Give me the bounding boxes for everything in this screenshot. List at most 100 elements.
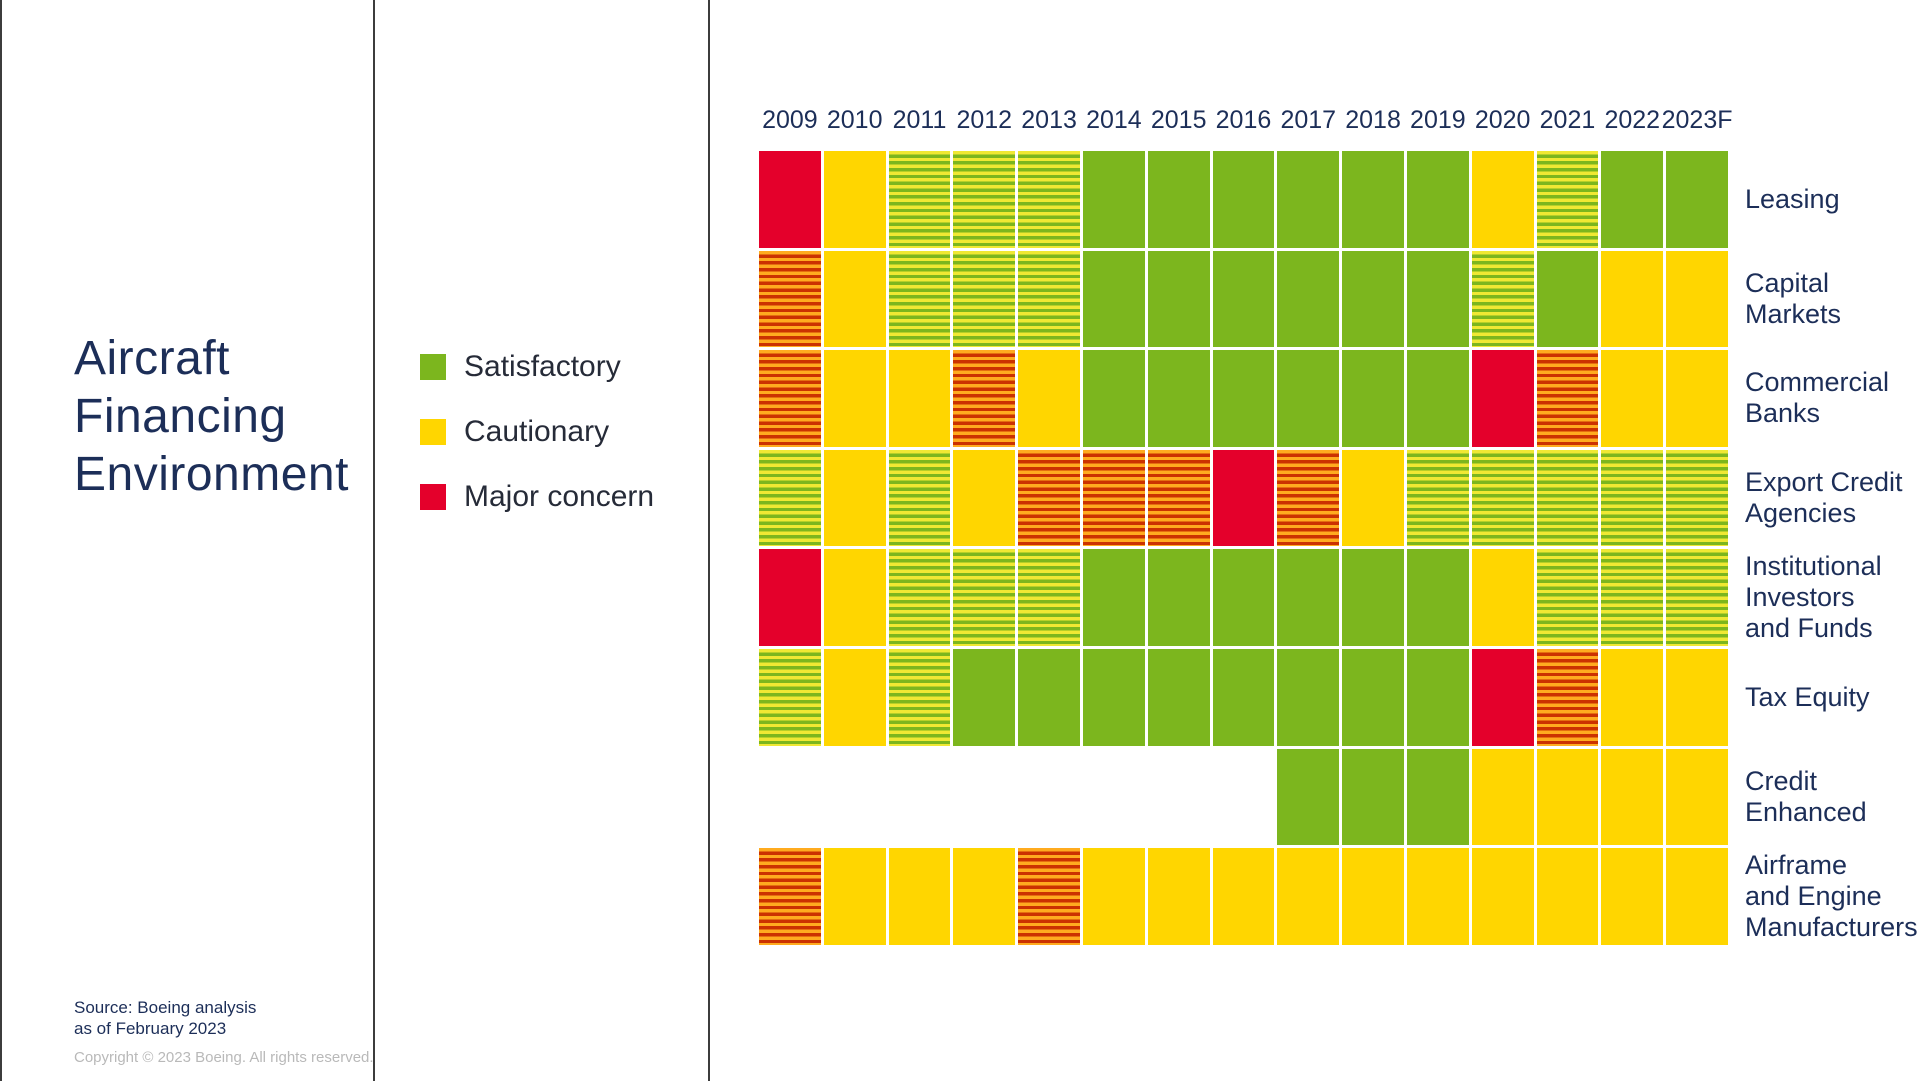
heatmap-cell [1471,350,1534,447]
heatmap-cell [1018,848,1080,945]
left-edge-line [0,0,2,1081]
heatmap-cell [1277,151,1340,248]
heatmap-cell [1536,151,1599,248]
heatmap-cell [1406,848,1469,945]
heatmap-cell [759,848,821,945]
year-label: 2013 [1021,105,1077,134]
heatmap-cell [1406,151,1469,248]
heatmap-cell [823,151,886,248]
heatmap-cell [1471,449,1534,547]
heatmap-cell [759,648,821,746]
heatmap-cell [1147,648,1210,746]
heatmap-cell [1342,151,1404,248]
heatmap-cell [823,648,886,746]
heatmap-cell [1536,748,1599,846]
legend-item-cautionary: Cautionary [420,415,654,449]
heatmap-cell [1601,350,1664,447]
legend-label: Satisfactory [464,350,621,383]
year-label: 2020 [1474,105,1531,134]
heatmap-cell [1212,151,1275,248]
row-label: Tax Equity [1745,681,1870,712]
satisfactory-swatch [420,354,446,380]
copyright-note: Copyright © 2023 Boeing. All rights rese… [74,1049,374,1066]
heatmap-cell [1601,549,1664,646]
source-line-2: as of February 2023 [74,1019,227,1038]
heatmap-cell [1147,350,1210,447]
heatmap-cell [953,250,1016,348]
year-label: 2017 [1280,105,1337,134]
heatmap-cell [888,648,951,746]
heatmap-cell [1342,549,1404,646]
heatmap-cell [953,648,1016,746]
heatmap-cell [1601,449,1664,547]
heatmap-cell [888,250,951,348]
row-label: Leasing [1745,183,1840,214]
heatmap-cell [1082,449,1145,547]
heatmap-cell [1666,250,1728,348]
heatmap-cell [1342,748,1404,846]
heatmap-grid [759,151,1728,945]
legend-label: Cautionary [464,415,610,448]
heatmap-cell [1666,350,1728,447]
heatmap-cell [1212,648,1275,746]
legend-item-satisfactory: Satisfactory [420,350,654,384]
heatmap-cell [1666,549,1728,646]
heatmap-cell [1601,848,1664,945]
heatmap-cell [1536,549,1599,646]
heatmap-cell [953,350,1016,447]
heatmap-cell [1277,648,1340,746]
heatmap-cell [1277,250,1340,348]
heatmap-cell [1212,350,1275,447]
heatmap-cell [1471,549,1534,646]
heatmap-cell [1082,848,1145,945]
heatmap-cell [1018,151,1080,248]
heatmap-cell [1342,250,1404,348]
heatmap-cell [1471,151,1534,248]
heatmap-cell [1342,848,1404,945]
heatmap-cell [823,848,886,945]
heatmap-cell [1277,350,1340,447]
heatmap-cell [1018,250,1080,348]
cautionary-swatch [420,419,446,445]
heatmap-cell [1406,449,1469,547]
heatmap-cell [953,549,1016,646]
year-label: 2009 [762,105,818,134]
heatmap-cell [759,449,821,547]
year-label: 2010 [826,105,883,134]
heatmap-cell [1147,549,1210,646]
heatmap-cell [888,848,951,945]
heatmap-cell [1536,350,1599,447]
heatmap-cell [1082,250,1145,348]
heatmap-cell [1666,151,1728,248]
heatmap-cell-empty [953,749,1015,846]
heatmap-cell [1406,648,1469,746]
legend: Satisfactory Cautionary Major concern [420,350,654,514]
year-label: 2023F [1661,105,1733,134]
legend-label: Major concern [464,480,655,513]
year-label: 2011 [892,105,947,134]
year-label: 2022 [1604,105,1661,134]
heatmap-cell [888,151,951,248]
heatmap-cell [1277,449,1340,547]
heatmap-cell [1471,748,1534,846]
heatmap-cell [1018,350,1080,447]
heatmap-cell [1147,250,1210,348]
heatmap-cell [1147,848,1210,945]
major-concern-swatch [420,484,446,510]
divider-line-right [708,0,710,1081]
heatmap-cell [1342,648,1404,746]
heatmap-cell [1342,350,1404,447]
heatmap-cell [1666,848,1728,945]
heatmap-cell-empty [889,749,951,846]
heatmap-cell [1536,250,1599,348]
heatmap-cell [888,549,951,646]
heatmap-cell-empty [1213,749,1275,846]
heatmap-cell [1536,449,1599,547]
heatmap-cell [759,549,821,646]
heatmap-cell [1601,748,1664,846]
heatmap-cell [953,449,1016,547]
heatmap-cell [1406,549,1469,646]
heatmap-cell [1406,250,1469,348]
heatmap-cell [1601,648,1664,746]
